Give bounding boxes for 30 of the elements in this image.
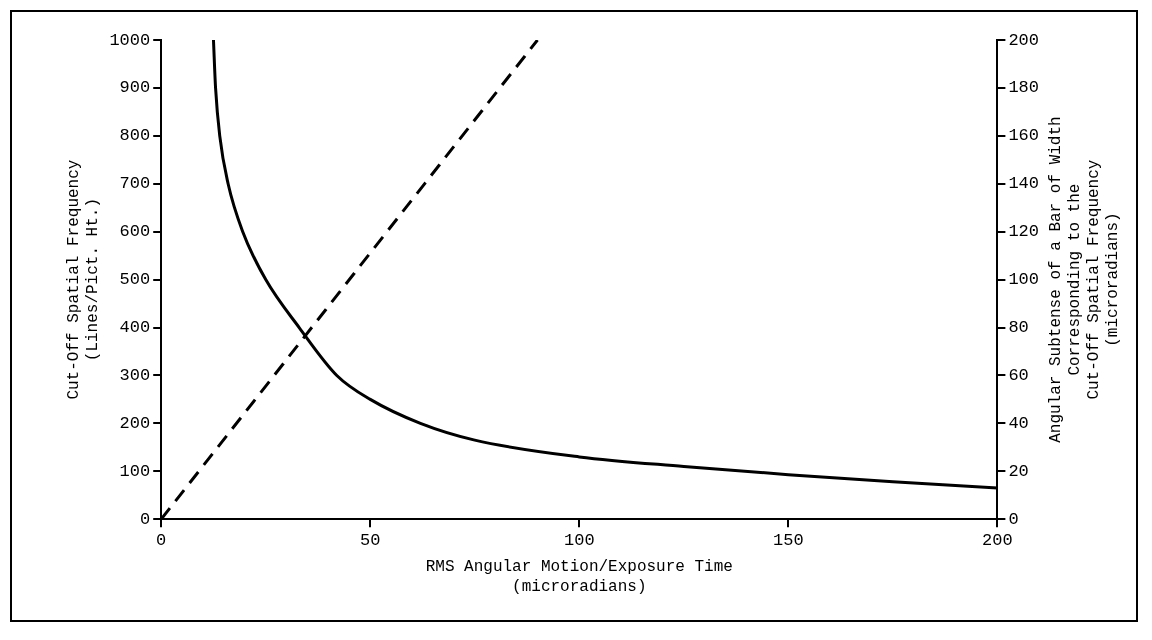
x-tick-label: 150 bbox=[773, 530, 804, 550]
y2-tick-label: 0 bbox=[1008, 509, 1019, 529]
y2-tick-label: 100 bbox=[1008, 270, 1039, 290]
x-tick-label: 200 bbox=[982, 530, 1013, 550]
y2-tick-label: 40 bbox=[1008, 413, 1029, 433]
x-tick-label: 50 bbox=[360, 530, 381, 550]
y-axis-title: Cut-Off Spatial Frequency (Lines/Pict. Ht.) bbox=[64, 159, 103, 400]
y-tick-label: 100 bbox=[119, 461, 151, 481]
y-tick-label: 200 bbox=[119, 413, 151, 433]
x-tick-label: 0 bbox=[156, 530, 167, 550]
y-tick-label: 900 bbox=[119, 78, 151, 98]
y-tick-label: 0 bbox=[140, 509, 151, 529]
y-tick-label: 300 bbox=[119, 365, 151, 385]
x-tick-label: 100 bbox=[564, 530, 595, 550]
y2-tick-label: 60 bbox=[1008, 365, 1029, 385]
y2-tick-label: 160 bbox=[1008, 126, 1039, 146]
y-tick-label: 700 bbox=[119, 174, 151, 194]
y2-tick-label: 120 bbox=[1008, 222, 1039, 242]
y-tick-label: 1000 bbox=[109, 30, 151, 50]
x-axis-title: RMS Angular Motion/Exposure Time (microradians) bbox=[425, 558, 733, 596]
y2-tick-label: 80 bbox=[1008, 318, 1029, 338]
y2-tick-label: 200 bbox=[1008, 30, 1039, 50]
y-tick-label: 600 bbox=[119, 222, 151, 242]
y2-tick-label: 20 bbox=[1008, 461, 1029, 481]
y-tick-label: 800 bbox=[119, 126, 151, 146]
y2-tick-label: 180 bbox=[1008, 78, 1039, 98]
y2-tick-label: 140 bbox=[1008, 174, 1039, 194]
y2-axis-title: Angular Subtense of a Bar of Width Corresponding to the Cut-Off Spatial Frequency (microradians) bbox=[1047, 116, 1123, 443]
y-tick-label: 500 bbox=[119, 270, 151, 290]
y-tick-label: 400 bbox=[119, 318, 151, 338]
